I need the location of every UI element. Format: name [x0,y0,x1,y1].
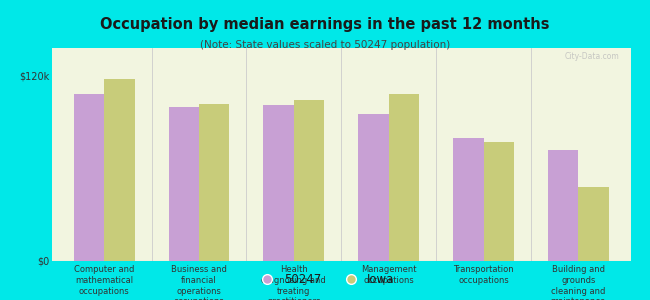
Text: City-Data.com: City-Data.com [564,52,619,61]
Bar [263,105,294,261]
Bar [104,79,135,261]
Bar [578,187,608,261]
Bar [548,150,578,261]
Bar [453,137,484,261]
Bar [199,103,229,261]
Bar [294,100,324,261]
Bar [484,142,514,261]
Bar [358,114,389,261]
Bar [74,94,104,261]
Text: Occupation by median earnings in the past 12 months: Occupation by median earnings in the pas… [100,16,550,32]
Bar [168,107,199,261]
Legend: 50247, Iowa: 50247, Iowa [251,269,399,291]
Bar [389,94,419,261]
Text: (Note: State values scaled to 50247 population): (Note: State values scaled to 50247 popu… [200,40,450,50]
